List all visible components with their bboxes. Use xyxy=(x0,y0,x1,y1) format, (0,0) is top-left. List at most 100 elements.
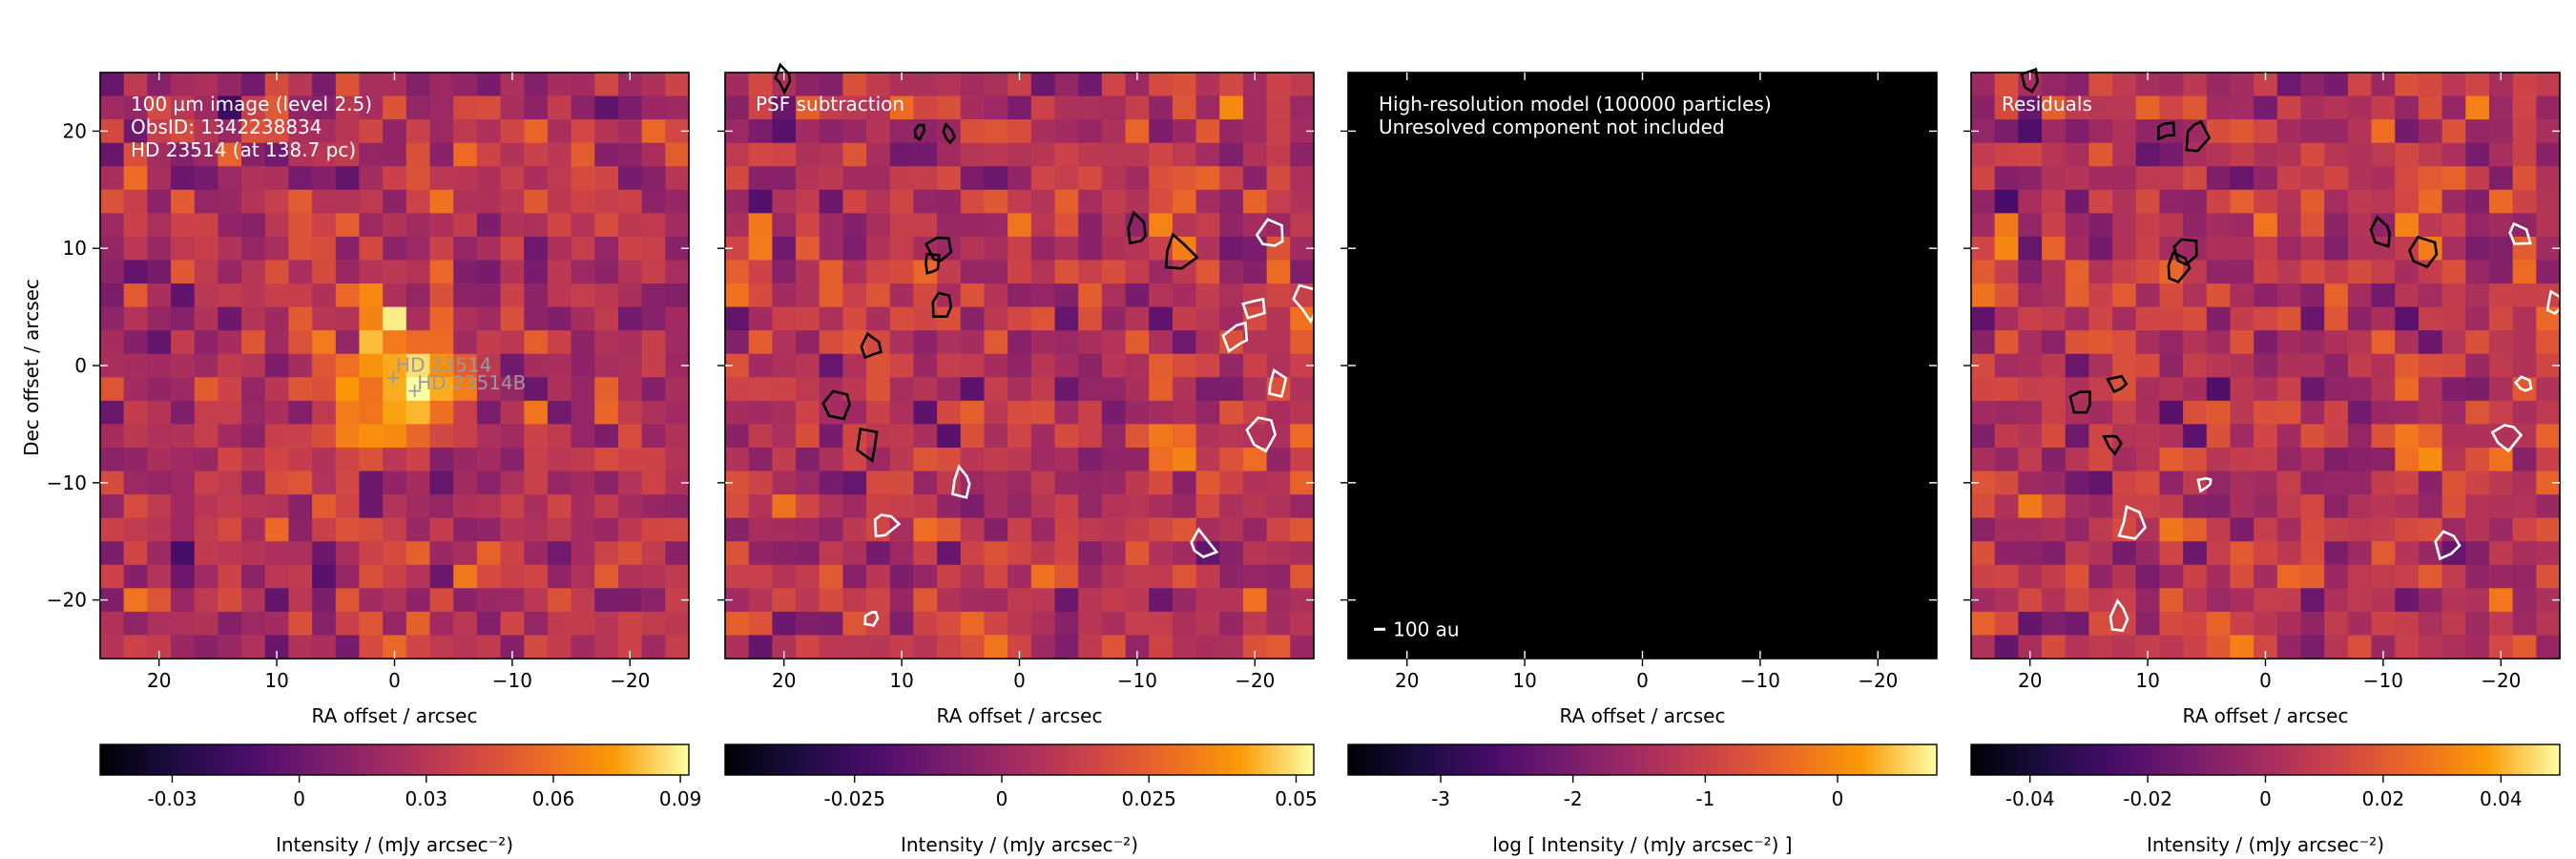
image-pixel xyxy=(665,541,690,566)
image-pixel xyxy=(123,588,148,613)
residual-pixel xyxy=(2371,611,2396,637)
residual-pixel xyxy=(889,517,915,542)
residual-pixel xyxy=(2065,142,2089,167)
residual-pixel xyxy=(1101,424,1127,449)
residual-pixel xyxy=(984,73,1008,97)
residual-pixel xyxy=(866,564,891,589)
residual-pixel xyxy=(1971,330,1996,355)
colorbar-tick-label: -3 xyxy=(1431,787,1450,810)
image-pixel xyxy=(171,142,196,167)
residual-pixel xyxy=(1030,564,1056,589)
image-pixel xyxy=(288,635,313,660)
image-pixel xyxy=(264,471,290,495)
residual-pixel xyxy=(2183,517,2208,542)
residual-pixel xyxy=(2512,541,2537,566)
residual-pixel xyxy=(2206,189,2232,214)
residual-pixel xyxy=(819,471,843,495)
residual-pixel xyxy=(2088,236,2113,262)
residual-pixel xyxy=(1054,564,1079,589)
residual-pixel xyxy=(819,377,843,402)
image-pixel xyxy=(359,424,384,449)
residual-pixel xyxy=(2159,306,2184,331)
residual-pixel xyxy=(1125,119,1150,144)
residual-pixel xyxy=(2230,564,2254,589)
image-pixel xyxy=(123,611,148,637)
residual-pixel xyxy=(866,517,891,542)
image-pixel xyxy=(405,119,431,144)
residual-pixel xyxy=(2018,517,2043,542)
image-pixel xyxy=(429,611,454,637)
residual-pixel xyxy=(1242,142,1268,167)
residual-pixel xyxy=(748,494,773,519)
image-pixel xyxy=(288,424,313,449)
residual-pixel xyxy=(2418,166,2443,191)
image-pixel xyxy=(476,330,502,355)
image-pixel xyxy=(617,564,643,589)
image-pixel xyxy=(429,330,454,355)
residual-pixel xyxy=(2159,95,2184,120)
image-pixel xyxy=(123,447,148,472)
image-pixel xyxy=(665,213,690,238)
residual-pixel xyxy=(2183,424,2208,449)
contour xyxy=(942,122,956,145)
residual-pixel xyxy=(2300,166,2325,191)
residual-pixel xyxy=(2395,400,2420,425)
residual-pixel xyxy=(1125,353,1150,378)
residual-pixel xyxy=(2395,306,2420,331)
residual-pixel xyxy=(984,517,1008,542)
residual-pixel xyxy=(960,260,986,284)
image-pixel xyxy=(594,283,619,308)
image-pixel xyxy=(665,517,690,542)
residual-pixel xyxy=(2347,353,2373,378)
image-pixel xyxy=(335,635,361,660)
residual-pixel xyxy=(1030,189,1056,214)
residual-pixel xyxy=(2418,635,2443,660)
residual-pixel xyxy=(1008,517,1032,542)
residual-pixel xyxy=(1078,260,1103,284)
residual-pixel xyxy=(1030,541,1056,566)
residual-pixel xyxy=(1290,611,1315,637)
image-pixel xyxy=(641,564,666,589)
image-pixel xyxy=(594,166,619,191)
residual-pixel xyxy=(1242,611,1268,637)
residual-pixel xyxy=(2324,260,2349,284)
residual-pixel xyxy=(2488,564,2514,589)
image-pixel xyxy=(335,564,361,589)
residual-pixel xyxy=(1054,213,1079,238)
residual-pixel xyxy=(1971,95,1996,120)
residual-pixel xyxy=(1172,353,1197,378)
image-pixel xyxy=(429,260,454,284)
residual-pixel xyxy=(2488,588,2514,613)
residual-pixel xyxy=(889,260,915,284)
image-pixel xyxy=(571,236,595,262)
image-pixel xyxy=(641,447,666,472)
image-pixel xyxy=(476,95,502,120)
image-pixel xyxy=(123,95,148,120)
image-pixel xyxy=(241,95,266,120)
residual-pixel xyxy=(2371,471,2396,495)
residual-pixel xyxy=(889,213,915,238)
image-pixel xyxy=(665,306,690,331)
residual-pixel xyxy=(1219,166,1244,191)
image-pixel xyxy=(171,611,196,637)
image-pixel xyxy=(429,95,454,120)
residual-pixel xyxy=(819,213,843,238)
image-pixel xyxy=(194,517,218,542)
residual-pixel xyxy=(1290,330,1315,355)
image-pixel xyxy=(571,95,595,120)
residual-pixel xyxy=(2206,400,2232,425)
image-pixel xyxy=(335,377,361,402)
residual-pixel xyxy=(1054,400,1079,425)
image-pixel xyxy=(312,353,337,378)
residual-pixel xyxy=(2112,306,2137,331)
image-pixel xyxy=(383,213,407,238)
residual-pixel xyxy=(2512,73,2537,97)
image-pixel xyxy=(594,635,619,660)
residual-pixel xyxy=(2465,73,2490,97)
residual-pixel xyxy=(2324,564,2349,589)
image-pixel xyxy=(218,283,242,308)
residual-pixel xyxy=(748,564,773,589)
residual-pixel xyxy=(1054,236,1079,262)
residual-pixel xyxy=(2230,119,2254,144)
residual-pixel xyxy=(2159,189,2184,214)
